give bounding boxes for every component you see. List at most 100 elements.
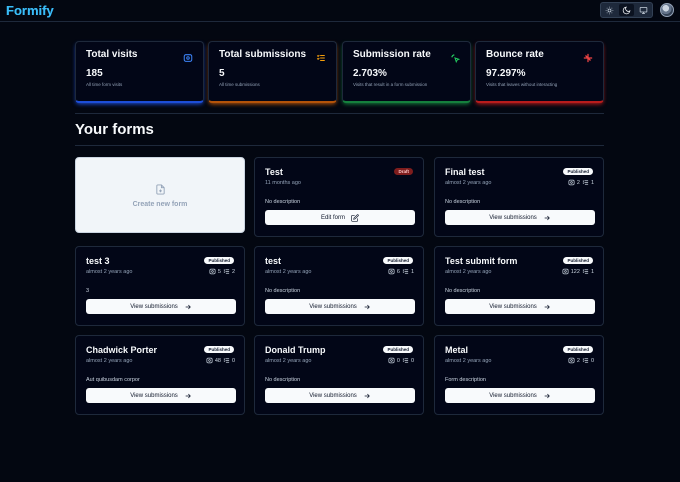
form-stats: 48 0 [206,357,235,364]
status-badge: Published [204,257,234,264]
visits-count: 0 [396,357,400,364]
arrow-right-icon [544,215,550,220]
visits-count: 5 [217,268,221,275]
form-stats: 122 1 [562,268,594,275]
submissions-icon [402,358,409,363]
eye-icon [183,54,193,62]
submissions-icon [582,180,589,185]
form-name: Metal [445,345,469,355]
button-label: View submissions [489,214,537,221]
form-name: Chadwick Porter [86,345,158,355]
form-description: No description [445,199,481,205]
view-submissions-button[interactable]: View submissions [445,388,595,403]
form-name: Final test [445,167,485,177]
file-plus-icon [155,183,165,195]
theme-light-button[interactable] [602,4,618,16]
view-submissions-button[interactable]: View submissions [86,299,236,314]
submissions-icon [582,358,589,363]
view-submissions-button[interactable]: View submissions [265,388,415,403]
stat-value: 185 [86,68,103,79]
user-avatar[interactable] [660,3,674,17]
theme-dark-button[interactable] [618,4,635,16]
form-description: Form description [445,377,486,383]
submissions-icon [223,358,230,363]
form-card: test 3 Published almost 2 years ago 5 2 … [75,246,245,326]
form-created-time: almost 2 years ago [445,180,492,186]
moon-icon [622,6,631,14]
form-created-time: almost 2 years ago [265,269,312,275]
list-icon [316,54,325,62]
submissions-count: 1 [590,179,594,186]
app-logo[interactable]: Formify [6,3,54,18]
visits-icon [209,268,216,275]
arrow-right-icon [185,393,191,398]
form-name: test [265,256,282,266]
form-description: 3 [86,288,90,294]
submissions-count: 1 [410,268,414,275]
page-title: Your forms [75,121,154,138]
button-label: View submissions [489,392,537,399]
form-card: Metal Published almost 2 years ago 2 0 F… [434,335,604,415]
view-submissions-button[interactable]: View submissions [86,388,236,403]
stat-description: All time form visits [86,82,123,87]
status-badge: Published [204,346,234,353]
status-badge: Published [563,257,593,264]
divider [75,145,604,146]
form-description: No description [445,288,481,294]
submissions-icon [223,269,230,274]
split-icon [583,53,593,63]
visits-icon [388,268,395,275]
form-created-time: almost 2 years ago [265,358,312,364]
submissions-count: 2 [231,268,235,275]
form-stats: 2 0 [568,357,594,364]
stat-value: 97.297% [486,68,526,79]
visits-icon [388,357,395,364]
visits-icon [562,268,569,275]
button-label: View submissions [309,392,357,399]
arrow-right-icon [185,304,191,309]
visits-count: 48 [214,357,221,364]
form-description: No description [265,377,301,383]
submissions-count: 0 [590,357,594,364]
form-description: No description [265,199,301,205]
form-card: Test submit form Published almost 2 year… [434,246,604,326]
form-stats: 2 1 [568,179,594,186]
form-card: Donald Trump Published almost 2 years ag… [254,335,424,415]
button-label: View submissions [309,303,357,310]
stat-description: Visits that result in a form submission [353,82,428,87]
form-description: No description [265,288,301,294]
create-new-form-label: Create new form [132,200,188,208]
sun-icon [606,6,614,14]
form-card: Final test Published almost 2 years ago … [434,157,604,237]
form-name: Test submit form [445,256,518,266]
stat-card-bounce-rate: Bounce rate 97.297% Visits that leaves w… [475,41,604,103]
arrow-right-icon [544,393,550,398]
visits-icon [206,357,213,364]
form-created-time: almost 2 years ago [86,269,133,275]
form-name: Test [265,167,283,177]
stat-title: Submission rate [353,49,431,60]
button-label: View submissions [130,303,178,310]
top-navbar: Formify [0,0,680,22]
theme-system-button[interactable] [635,4,651,16]
visits-count: 6 [396,268,400,275]
form-stats: 6 1 [388,268,414,275]
visits-icon [568,357,575,364]
arrow-right-icon [544,304,550,309]
form-created-time: almost 2 years ago [445,269,492,275]
form-card: Chadwick Porter Published almost 2 years… [75,335,245,415]
form-created-time: almost 2 years ago [445,358,492,364]
submissions-count: 0 [410,357,414,364]
view-submissions-button[interactable]: View submissions [445,210,595,225]
view-submissions-button[interactable]: View submissions [265,299,415,314]
submissions-count: 0 [231,357,235,364]
status-badge: Published [383,346,413,353]
edit-form-button[interactable]: Edit form [265,210,415,225]
stat-card-submission-rate: Submission rate 2.703% Visits that resul… [342,41,471,103]
theme-switcher [600,2,653,18]
create-new-form-button[interactable]: Create new form [75,157,245,233]
view-submissions-button[interactable]: View submissions [445,299,595,314]
submissions-count: 1 [590,268,594,275]
divider [75,113,604,114]
visits-count: 122 [570,268,580,275]
